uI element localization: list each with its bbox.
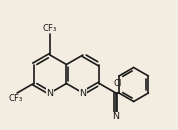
Text: CF₃: CF₃ [9, 94, 23, 103]
Text: Cl: Cl [114, 79, 122, 88]
Text: N: N [79, 89, 86, 98]
Text: N: N [46, 89, 54, 98]
Text: CF₃: CF₃ [43, 24, 57, 33]
Text: N: N [112, 112, 119, 121]
